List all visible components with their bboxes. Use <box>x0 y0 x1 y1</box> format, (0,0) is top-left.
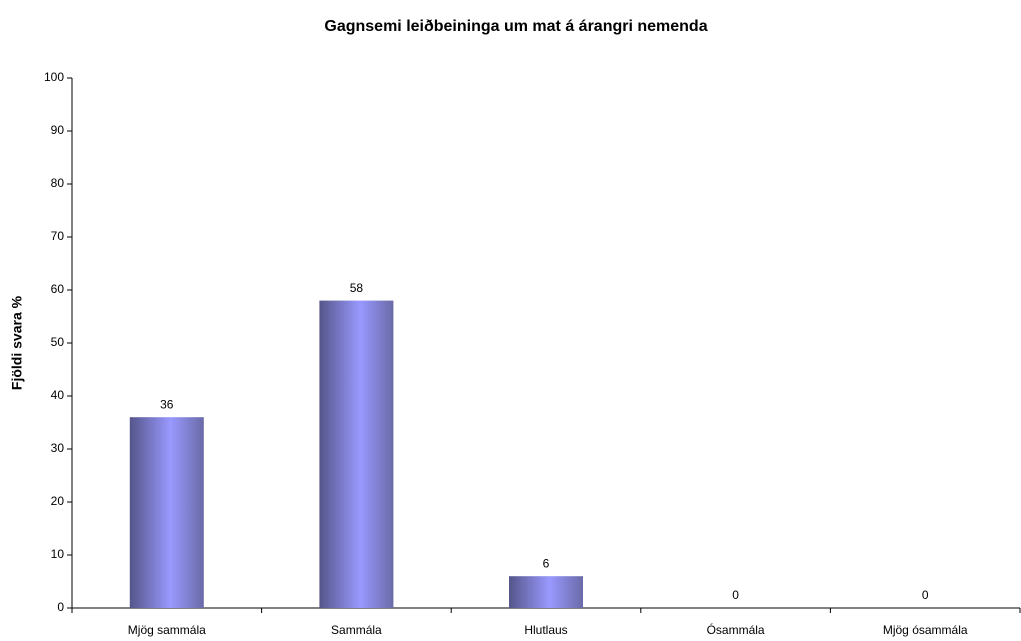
y-tick-label: 90 <box>51 123 65 137</box>
y-tick-label: 80 <box>51 176 65 190</box>
y-axis-label: Fjöldi svara % <box>9 295 25 390</box>
x-tick-label: Mjög sammála <box>128 623 206 637</box>
y-tick-label: 50 <box>51 335 65 349</box>
x-tick-label: Sammála <box>331 623 382 637</box>
y-tick-label: 40 <box>51 388 65 402</box>
data-label: 0 <box>922 588 929 602</box>
y-tick-label: 10 <box>51 547 65 561</box>
bar <box>129 417 204 608</box>
y-tick-label: 60 <box>51 282 65 296</box>
y-tick-label: 100 <box>44 70 64 84</box>
data-label: 36 <box>160 397 174 411</box>
data-label: 0 <box>732 588 739 602</box>
y-tick-label: 70 <box>51 229 65 243</box>
bar <box>319 300 394 608</box>
bar <box>509 576 583 608</box>
x-tick-label: Hlutlaus <box>524 623 567 637</box>
data-label: 6 <box>543 556 550 570</box>
y-tick-label: 30 <box>51 441 65 455</box>
y-tick-label: 0 <box>57 600 64 614</box>
chart-title: Gagnsemi leiðbeininga um mat á árangri n… <box>324 18 707 35</box>
data-label: 58 <box>350 281 364 295</box>
x-tick-label: Mjög ósammála <box>883 623 968 637</box>
y-tick-label: 20 <box>51 494 65 508</box>
x-tick-label: Ósammála <box>707 622 765 637</box>
